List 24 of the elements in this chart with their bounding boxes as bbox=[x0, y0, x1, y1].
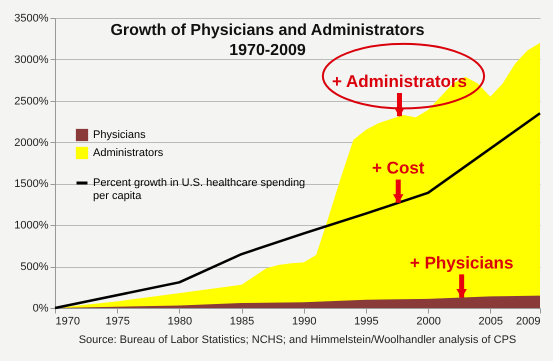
x-tick-label: 1995 bbox=[354, 316, 379, 328]
y-tick-label: 0% bbox=[32, 302, 49, 314]
y-tick-label: 2000% bbox=[14, 136, 49, 149]
x-tick-label: 1975 bbox=[105, 316, 130, 328]
y-tick-label: 1000% bbox=[14, 220, 49, 232]
x-tick-label: 2005 bbox=[478, 316, 503, 328]
source-note: Source: Bureau of Labor Statistics; NCHS; and Himmelstein/Woolhandler analysis of CPS bbox=[78, 334, 516, 346]
x-tick-label: 2000 bbox=[416, 316, 441, 328]
x-tick-label: 1990 bbox=[292, 316, 316, 328]
x-tick-label: 1970 bbox=[56, 316, 80, 328]
y-tick-label: 500% bbox=[20, 261, 49, 274]
annotation: + Physicians bbox=[410, 253, 514, 272]
x-tick-label: 2009 bbox=[516, 316, 540, 328]
text: Growth of Physicians and Administrators 1970-2009 bbox=[110, 22, 425, 59]
y-tick-label: 3500% bbox=[14, 12, 49, 24]
legend-label: Physicians bbox=[93, 129, 146, 141]
y-tick-label: 1500% bbox=[14, 178, 49, 190]
x-tick-label: 1985 bbox=[230, 316, 254, 328]
legend-label: Percent growth in U.S. healthcare spending per capita bbox=[93, 177, 306, 202]
legend-label: Administrators bbox=[93, 147, 164, 159]
y-tick-label: 2500% bbox=[14, 95, 49, 108]
x-tick-label: 1980 bbox=[168, 316, 192, 328]
y-tick-label: 3000% bbox=[14, 54, 49, 66]
annotation: + Cost bbox=[372, 158, 425, 178]
